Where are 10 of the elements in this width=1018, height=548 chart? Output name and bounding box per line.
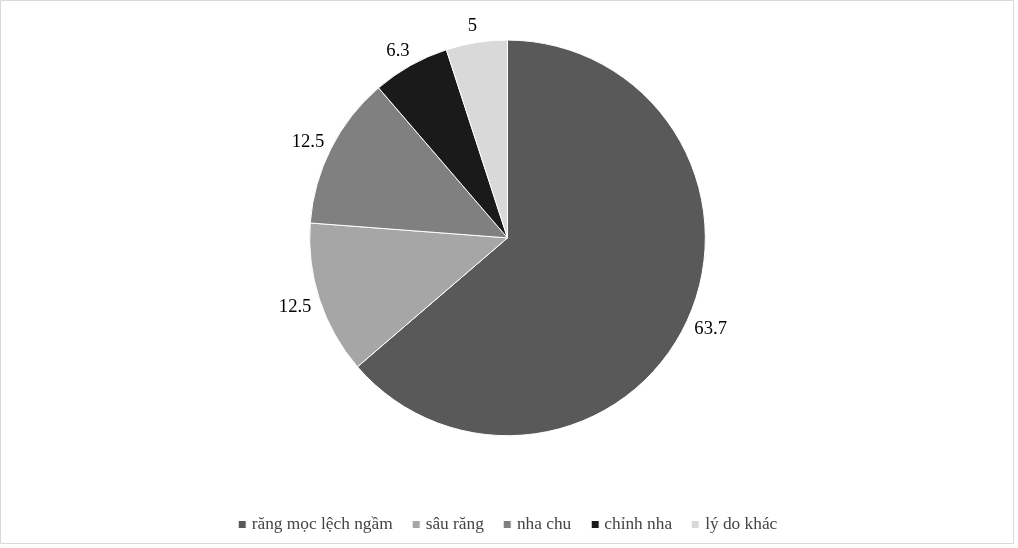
- data-label: 5: [467, 14, 478, 36]
- data-label: 12.5: [291, 130, 325, 152]
- legend-label: chỉnh nha: [604, 514, 673, 534]
- legend-label: răng mọc lệch ngầm: [251, 514, 393, 534]
- legend-label: lý do khác: [705, 514, 778, 534]
- data-label: 12.5: [278, 294, 312, 316]
- data-label: 6.3: [386, 39, 410, 61]
- legend-label: sâu răng: [425, 514, 484, 534]
- legend-label: nha chu: [516, 514, 572, 534]
- data-label: 63.7: [694, 317, 727, 339]
